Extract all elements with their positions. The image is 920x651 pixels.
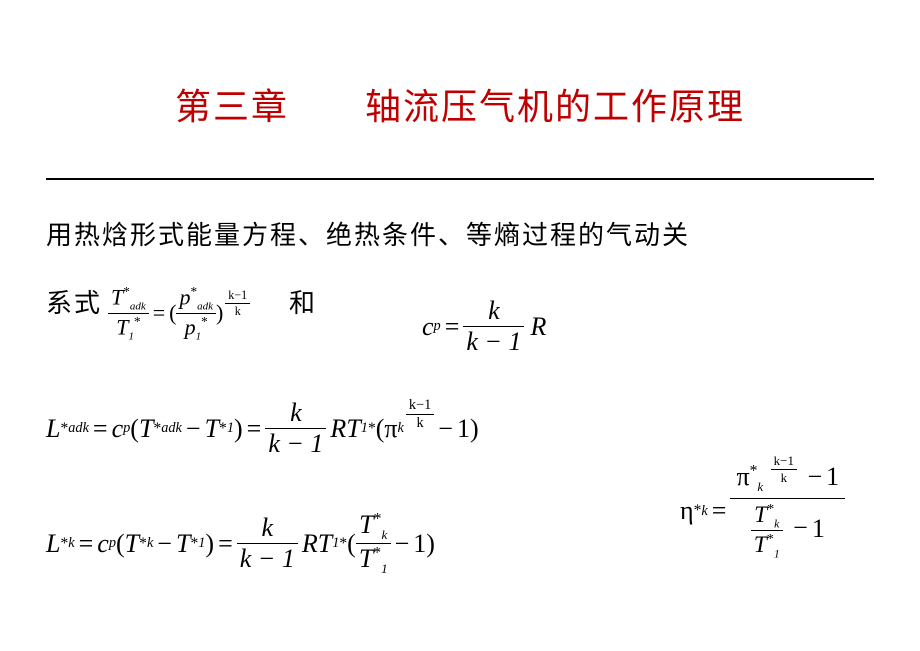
equation-2: cp = k k − 1 R [422,296,546,357]
equation-1: T*adk T1* = ( p*adk p1* ) k−1 k [108,284,250,342]
paragraph-prefix: 系式 [46,289,102,318]
equation-5: η*k = π*k k−1 k −1 T*k T*1 −1 [680,460,845,562]
page-title: 第三章 轴流压气机的工作原理 [0,0,920,130]
equation-4: L*k = cp ( T*k − T*1 ) = k k − 1 RT1* ( … [46,510,435,577]
paragraph-line-1: 用热焓形式能量方程、绝热条件、等熵过程的气动关 [46,202,874,270]
equation-3: L*adk = cp ( T*adk − T*1 ) = k k − 1 RT1… [46,398,479,459]
paragraph-mid: 和 [289,289,317,318]
